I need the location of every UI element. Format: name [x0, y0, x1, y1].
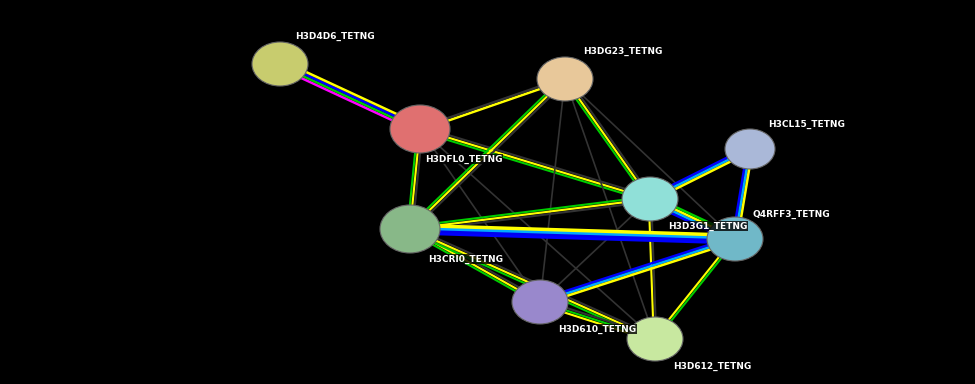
Text: H3CL15_TETNG: H3CL15_TETNG: [768, 119, 845, 129]
Text: H3D4D6_TETNG: H3D4D6_TETNG: [295, 31, 374, 41]
Ellipse shape: [252, 42, 308, 86]
Text: H3D612_TETNG: H3D612_TETNG: [673, 361, 752, 371]
Ellipse shape: [622, 177, 678, 221]
Ellipse shape: [707, 217, 763, 261]
Text: Q4RFF3_TETNG: Q4RFF3_TETNG: [753, 209, 831, 218]
Text: H3CRI0_TETNG: H3CRI0_TETNG: [428, 255, 503, 263]
Text: H3D3G1_TETNG: H3D3G1_TETNG: [668, 222, 748, 230]
Ellipse shape: [380, 205, 440, 253]
Ellipse shape: [537, 57, 593, 101]
Ellipse shape: [512, 280, 568, 324]
Text: H3D610_TETNG: H3D610_TETNG: [558, 324, 636, 334]
Ellipse shape: [725, 129, 775, 169]
Ellipse shape: [627, 317, 683, 361]
Ellipse shape: [390, 105, 450, 153]
Text: H3DFL0_TETNG: H3DFL0_TETNG: [425, 154, 502, 164]
Text: H3DG23_TETNG: H3DG23_TETNG: [583, 46, 662, 56]
